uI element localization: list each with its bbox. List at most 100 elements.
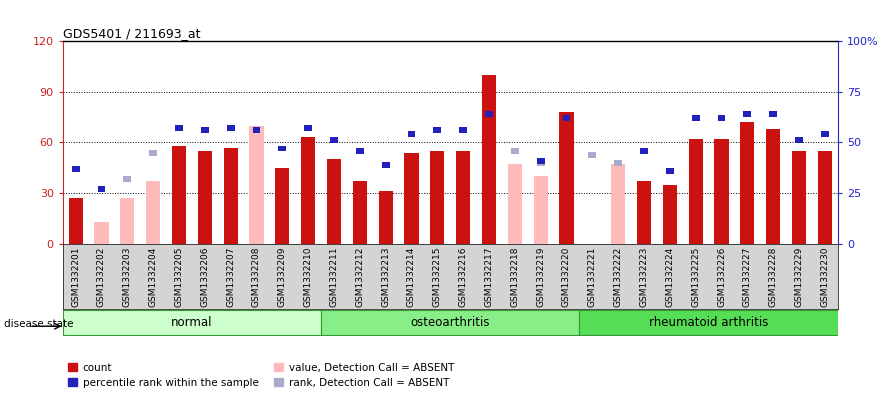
Text: GSM1332227: GSM1332227 — [743, 247, 752, 307]
Text: GSM1332205: GSM1332205 — [175, 247, 184, 307]
Bar — [460, 127, 467, 133]
Text: GSM1332228: GSM1332228 — [769, 247, 778, 307]
Text: GSM1332223: GSM1332223 — [640, 247, 649, 307]
Bar — [485, 111, 493, 117]
Bar — [537, 160, 545, 166]
Text: GSM1332218: GSM1332218 — [511, 247, 520, 307]
Bar — [115, 244, 140, 309]
Text: GSM1332213: GSM1332213 — [381, 247, 390, 307]
Text: disease state: disease state — [4, 319, 74, 329]
Bar — [425, 244, 451, 309]
Bar — [68, 198, 82, 244]
Bar — [766, 129, 780, 244]
Text: GDS5401 / 211693_at: GDS5401 / 211693_at — [63, 27, 200, 40]
Bar — [166, 244, 192, 309]
Bar — [223, 147, 237, 244]
Bar — [353, 181, 367, 244]
Bar — [606, 244, 631, 309]
Bar — [347, 244, 373, 309]
Text: GSM1332220: GSM1332220 — [562, 247, 571, 307]
Text: GSM1332214: GSM1332214 — [407, 247, 416, 307]
Bar — [502, 244, 528, 309]
Bar — [399, 244, 425, 309]
Bar — [637, 181, 651, 244]
Bar — [537, 158, 545, 163]
Bar — [253, 127, 261, 133]
Bar — [528, 244, 554, 309]
Bar — [709, 244, 735, 309]
Text: GSM1332224: GSM1332224 — [666, 247, 675, 307]
Bar — [580, 310, 838, 334]
Bar — [786, 244, 812, 309]
Bar — [244, 244, 270, 309]
Text: GSM1332216: GSM1332216 — [459, 247, 468, 307]
Bar — [72, 166, 80, 172]
Text: GSM1332202: GSM1332202 — [97, 247, 106, 307]
Text: GSM1332225: GSM1332225 — [691, 247, 700, 307]
Bar — [63, 244, 89, 309]
Text: GSM1332207: GSM1332207 — [226, 247, 235, 307]
Bar — [450, 244, 476, 309]
Bar — [792, 151, 806, 244]
Bar — [663, 185, 677, 244]
Bar — [760, 244, 786, 309]
Bar — [744, 111, 751, 117]
Bar — [615, 160, 622, 166]
Bar — [666, 168, 674, 174]
Text: GSM1332212: GSM1332212 — [356, 247, 365, 307]
Text: rheumatoid arthritis: rheumatoid arthritis — [649, 316, 768, 329]
Bar — [821, 131, 829, 137]
Bar — [175, 125, 183, 131]
Bar — [692, 115, 700, 121]
Bar — [563, 115, 571, 121]
Bar — [301, 138, 315, 244]
Bar — [631, 244, 657, 309]
Bar — [198, 151, 212, 244]
Text: GSM1332208: GSM1332208 — [252, 247, 261, 307]
Bar — [146, 181, 160, 244]
Bar — [327, 159, 341, 244]
Bar — [296, 244, 321, 309]
Text: GSM1332209: GSM1332209 — [278, 247, 287, 307]
Bar — [275, 168, 289, 244]
Bar — [511, 148, 519, 154]
Bar — [683, 244, 709, 309]
Bar — [305, 125, 312, 131]
Text: GSM1332210: GSM1332210 — [304, 247, 313, 307]
Text: GSM1332230: GSM1332230 — [821, 247, 830, 307]
Bar — [124, 176, 131, 182]
Bar — [172, 146, 186, 244]
Bar — [140, 244, 166, 309]
Text: osteoarthritis: osteoarthritis — [410, 316, 490, 329]
Bar — [430, 151, 444, 244]
Text: normal: normal — [171, 316, 212, 329]
Bar — [812, 244, 838, 309]
Bar — [279, 145, 286, 151]
Text: GSM1332204: GSM1332204 — [149, 247, 158, 307]
Bar — [718, 115, 726, 121]
Bar — [770, 111, 777, 117]
Text: GSM1332211: GSM1332211 — [330, 247, 339, 307]
Bar — [373, 244, 399, 309]
Bar — [611, 164, 625, 244]
Bar — [94, 222, 108, 244]
Bar — [508, 164, 522, 244]
Text: GSM1332206: GSM1332206 — [201, 247, 210, 307]
Text: GSM1332203: GSM1332203 — [123, 247, 132, 307]
Bar — [270, 244, 296, 309]
Bar — [356, 148, 364, 154]
Bar — [657, 244, 683, 309]
Text: GSM1332229: GSM1332229 — [795, 247, 804, 307]
Bar — [456, 151, 470, 244]
Bar — [218, 244, 244, 309]
Bar — [321, 310, 580, 334]
Bar — [589, 152, 596, 158]
Bar — [150, 150, 157, 156]
Bar — [227, 125, 235, 131]
Bar — [89, 244, 115, 309]
Text: GSM1332219: GSM1332219 — [536, 247, 545, 307]
Bar — [321, 244, 347, 309]
Bar — [735, 244, 760, 309]
Bar — [714, 139, 728, 244]
Bar — [554, 244, 580, 309]
